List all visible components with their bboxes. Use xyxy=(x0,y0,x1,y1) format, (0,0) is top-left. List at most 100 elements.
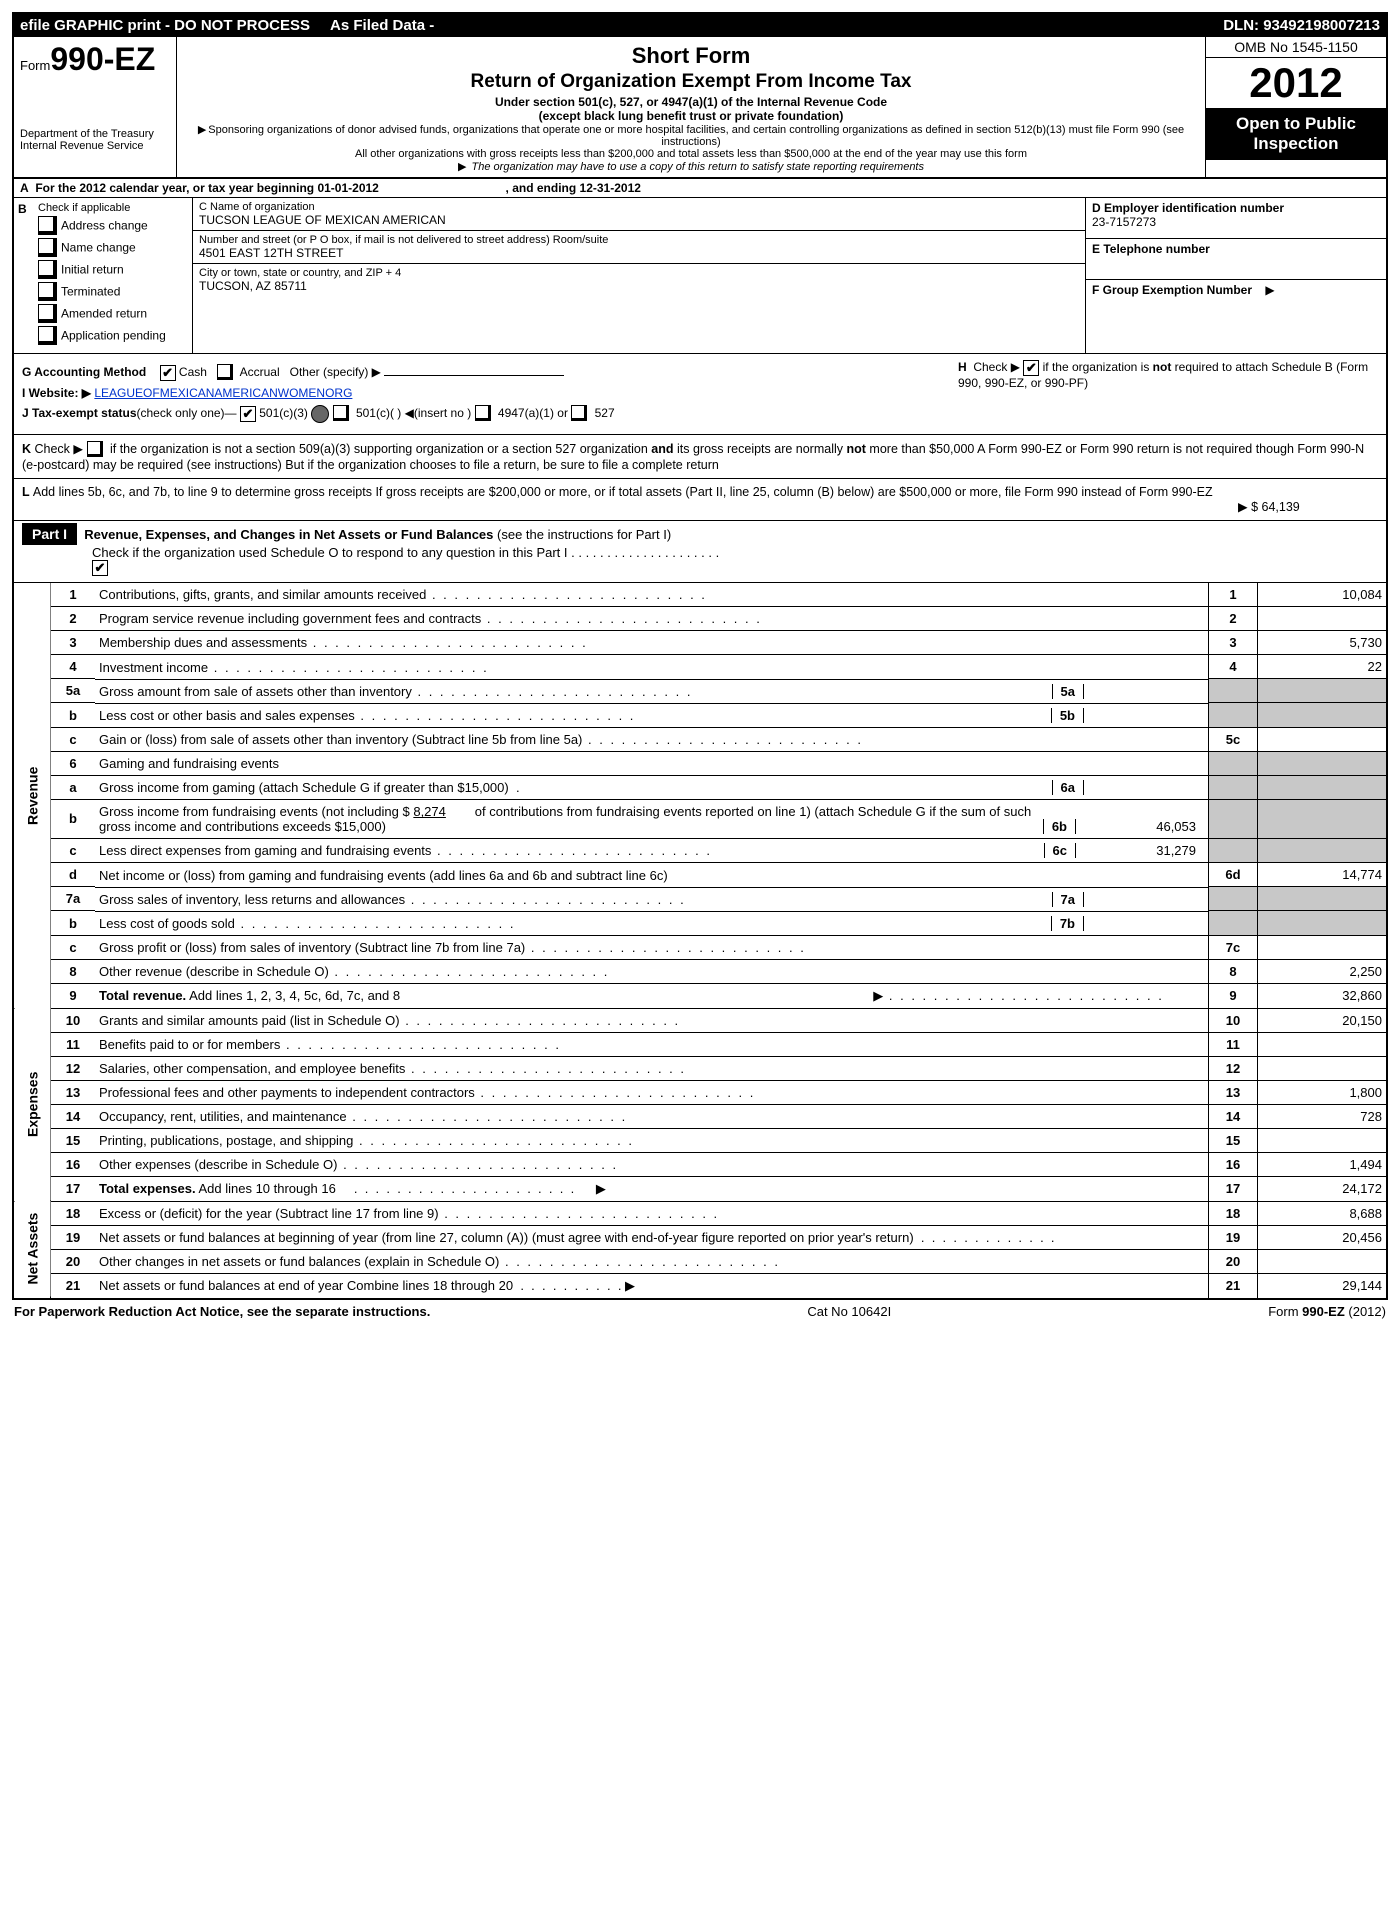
line-j: J Tax-exempt status(check only one)— ✔ 5… xyxy=(22,405,1378,423)
e-label: E Telephone number xyxy=(1092,242,1380,256)
f-arrow: ▶ xyxy=(1265,283,1274,297)
line-k: K Check ▶ if the organization is not a s… xyxy=(14,435,1386,479)
chk-accrual[interactable] xyxy=(217,364,233,380)
val-12 xyxy=(1258,1056,1387,1080)
box-def: D Employer identification number 23-7157… xyxy=(1086,198,1386,353)
val-7b xyxy=(1084,916,1204,931)
dept-irs: Internal Revenue Service xyxy=(20,140,170,152)
val-10: 20,150 xyxy=(1258,1008,1387,1032)
box-c: C Name of organization TUCSON LEAGUE OF … xyxy=(193,198,1086,353)
val-21: 29,144 xyxy=(1258,1273,1387,1298)
line-h: H Check ▶ ✔ if the organization is not r… xyxy=(958,360,1378,390)
section-a: A For the 2012 calendar year, or tax yea… xyxy=(14,179,1386,198)
topbar-mid: As Filed Data - xyxy=(310,17,1223,34)
val-7c xyxy=(1258,935,1387,959)
chk-app-pending[interactable] xyxy=(38,326,57,345)
title-short-form: Short Form xyxy=(187,43,1195,69)
open-to-public: Open to Public Inspection xyxy=(1206,108,1386,160)
lines-table: Revenue 1 Contributions, gifts, grants, … xyxy=(14,583,1386,1298)
val-18: 8,688 xyxy=(1258,1201,1387,1225)
val-1: 10,084 xyxy=(1258,583,1387,607)
val-11 xyxy=(1258,1032,1387,1056)
val-9: 32,860 xyxy=(1258,983,1387,1008)
topbar-right: DLN: 93492198007213 xyxy=(1223,17,1380,34)
val-17: 24,172 xyxy=(1258,1176,1387,1201)
header-left: Form990-EZ Department of the Treasury In… xyxy=(14,37,177,177)
chk-address-change[interactable] xyxy=(38,216,57,235)
chk-terminated[interactable] xyxy=(38,282,57,301)
ein-value: 23-7157273 xyxy=(1092,215,1380,229)
page-footer: For Paperwork Reduction Act Notice, see … xyxy=(12,1300,1388,1323)
chk-k[interactable] xyxy=(87,441,103,457)
part-1-header: Part I Revenue, Expenses, and Changes in… xyxy=(14,521,1386,584)
val-4: 22 xyxy=(1258,655,1387,679)
title-return: Return of Organization Exempt From Incom… xyxy=(187,71,1195,93)
org-city: TUCSON, AZ 85711 xyxy=(199,279,1079,293)
val-6b: 46,053 xyxy=(1076,819,1204,834)
fine-print-3: The organization may have to use a copy … xyxy=(472,161,924,173)
section-expenses-label: Expenses xyxy=(14,1008,51,1201)
omb-number: OMB No 1545-1150 xyxy=(1206,37,1386,58)
val-5a xyxy=(1084,684,1204,699)
org-street: 4501 EAST 12TH STREET xyxy=(199,246,1079,260)
box-b-label: Check if applicable xyxy=(38,202,188,214)
part-1-title: Revenue, Expenses, and Changes in Net As… xyxy=(84,527,493,542)
chk-527[interactable] xyxy=(571,405,587,421)
d-label: D Employer identification number xyxy=(1092,201,1380,215)
header-right: OMB No 1545-1150 2012 Open to Public Ins… xyxy=(1205,37,1386,177)
efile-topbar: efile GRAPHIC print - DO NOT PROCESS As … xyxy=(14,14,1386,37)
val-16: 1,494 xyxy=(1258,1152,1387,1176)
chk-amended[interactable] xyxy=(38,304,57,323)
chk-cash[interactable]: ✔ xyxy=(160,365,176,381)
website-link[interactable]: LEAGUEOFMEXICANAMERICANWOMENORG xyxy=(94,386,352,400)
val-5b xyxy=(1084,708,1204,723)
section-netassets-label: Net Assets xyxy=(14,1201,51,1298)
chk-initial-return[interactable] xyxy=(38,260,57,279)
addr-label: Number and street (or P O box, if mail i… xyxy=(199,234,1079,246)
tax-year: 2012 xyxy=(1206,58,1386,108)
topbar-left: efile GRAPHIC print - DO NOT PROCESS xyxy=(20,17,310,34)
line-l-amount: ▶ $ 64,139 xyxy=(1238,485,1378,514)
footer-right: Form 990-EZ (2012) xyxy=(1268,1304,1386,1319)
chk-part1-schedO[interactable]: ✔ xyxy=(92,560,108,576)
ghij-block: H Check ▶ ✔ if the organization is not r… xyxy=(14,354,1386,435)
val-2 xyxy=(1258,607,1387,631)
val-7a xyxy=(1084,892,1204,907)
fine-print-1: Sponsoring organizations of donor advise… xyxy=(208,124,1184,148)
6b-contrib-amt: 8,274 xyxy=(413,804,446,819)
fine-print-2: All other organizations with gross recei… xyxy=(187,148,1195,160)
footer-left: For Paperwork Reduction Act Notice, see … xyxy=(14,1304,430,1319)
form-container: efile GRAPHIC print - DO NOT PROCESS As … xyxy=(12,12,1388,1300)
part-1-label: Part I xyxy=(22,523,77,545)
subtitle-section: Under section 501(c), 527, or 4947(a)(1)… xyxy=(187,95,1195,109)
section-revenue-label: Revenue xyxy=(14,583,51,1008)
val-13: 1,800 xyxy=(1258,1080,1387,1104)
val-15 xyxy=(1258,1128,1387,1152)
dept-treasury: Department of the Treasury xyxy=(20,128,170,140)
chk-4947[interactable] xyxy=(475,405,491,421)
subtitle-except: (except black lung benefit trust or priv… xyxy=(187,109,1195,123)
header-mid: Short Form Return of Organization Exempt… xyxy=(177,37,1205,177)
org-name: TUCSON LEAGUE OF MEXICAN AMERICAN xyxy=(199,213,1079,227)
chk-501c3[interactable]: ✔ xyxy=(240,406,256,422)
chk-h[interactable]: ✔ xyxy=(1023,360,1039,376)
val-8: 2,250 xyxy=(1258,959,1387,983)
form-header: Form990-EZ Department of the Treasury In… xyxy=(14,37,1386,179)
form-prefix: Form xyxy=(20,58,50,73)
chk-501c[interactable] xyxy=(333,405,349,421)
chk-name-change[interactable] xyxy=(38,238,57,257)
val-6a xyxy=(1084,780,1204,795)
info-icon xyxy=(311,405,329,423)
footer-mid: Cat No 10642I xyxy=(807,1304,891,1319)
val-19: 20,456 xyxy=(1258,1225,1387,1249)
val-6c: 31,279 xyxy=(1076,843,1204,858)
f-label: F Group Exemption Number xyxy=(1092,283,1252,297)
box-b: B Check if applicable Address change Nam… xyxy=(14,198,193,353)
val-6d: 14,774 xyxy=(1258,863,1387,887)
val-3: 5,730 xyxy=(1258,631,1387,655)
form-number: 990-EZ xyxy=(50,41,155,77)
c-label: C Name of organization xyxy=(199,201,1079,213)
val-5c xyxy=(1258,727,1387,751)
city-label: City or town, state or country, and ZIP … xyxy=(199,267,1079,279)
identity-row: B Check if applicable Address change Nam… xyxy=(14,198,1386,354)
